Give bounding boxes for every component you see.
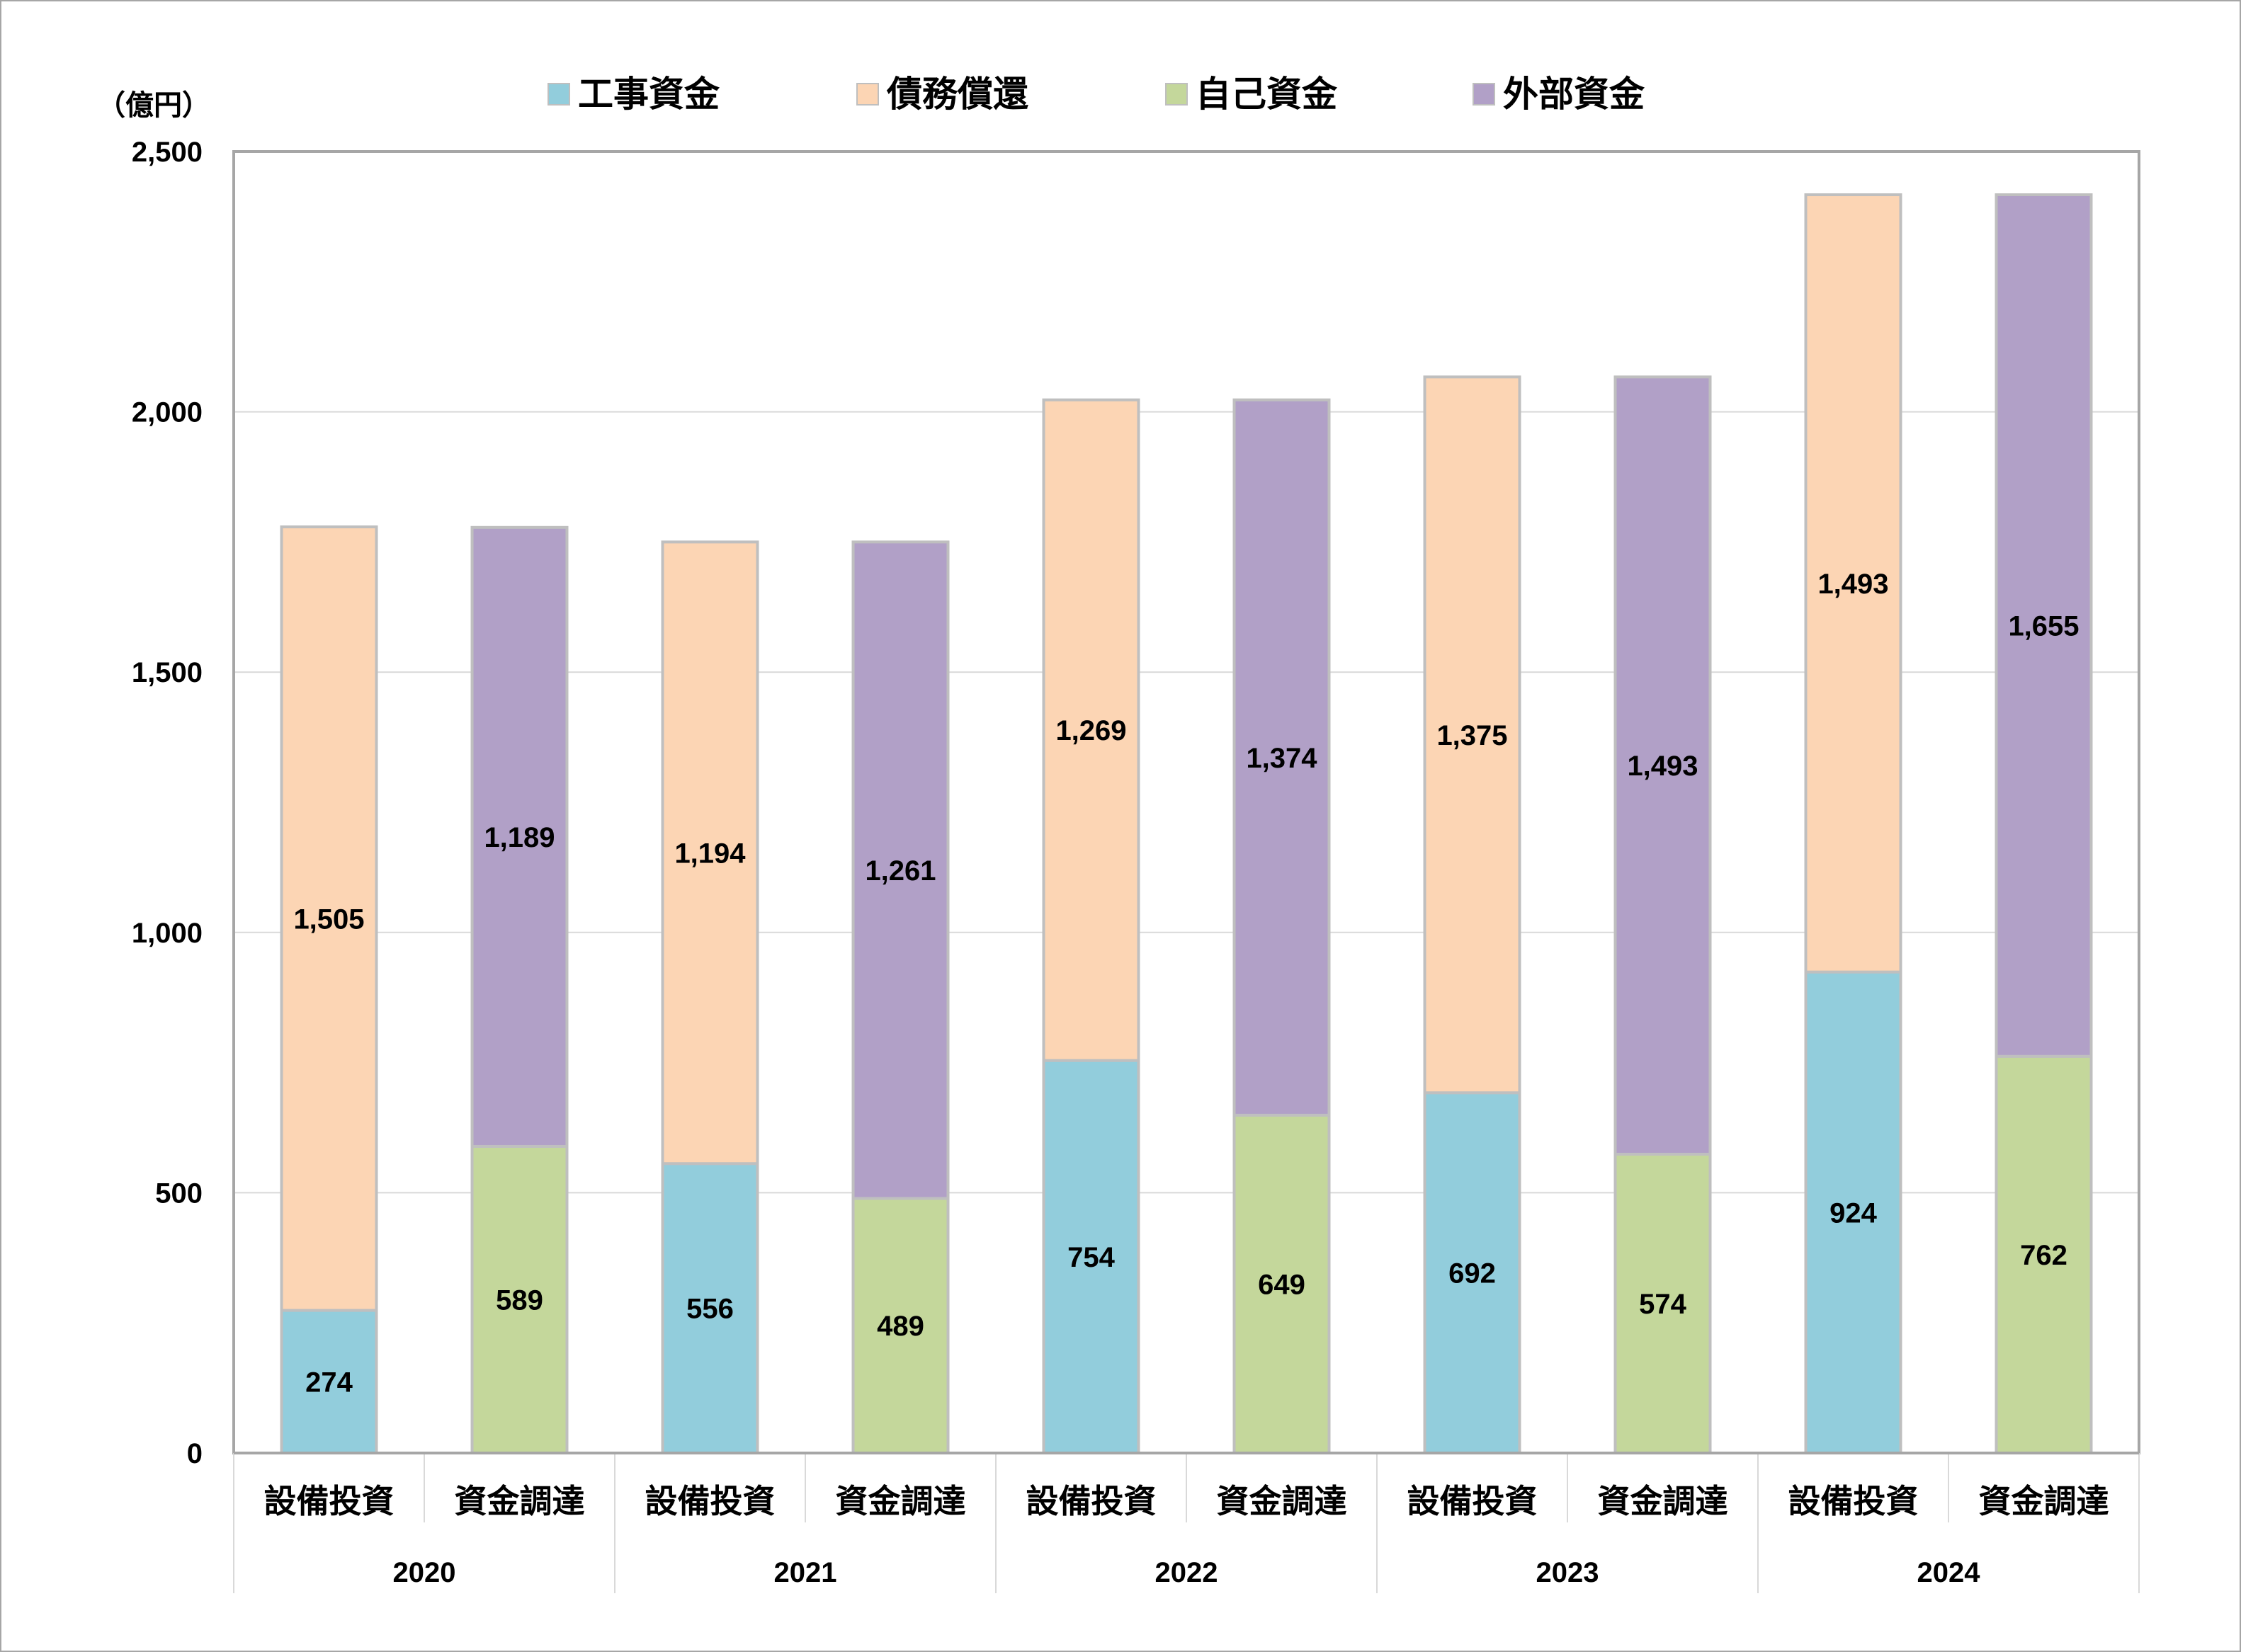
x-group-label: 2024 [1917, 1557, 1981, 1588]
x-group-label: 2023 [1536, 1557, 1599, 1588]
bar-segment [470, 1144, 569, 1454]
y-tick-label: 0 [187, 1438, 203, 1469]
x-category-label: 資金調達 [1598, 1483, 1728, 1520]
x-category-label: 資金調達 [1217, 1483, 1347, 1520]
bars: 274 1,505 589 1,189 556 1,194 489 1,261 754 1,269… [280, 193, 2093, 1455]
x-category-label: 設備投資 [1788, 1483, 1919, 1520]
bar-segment [1232, 398, 1331, 1117]
x-category-label: 設備投資 [645, 1483, 776, 1520]
bar-segment [280, 525, 378, 1312]
bar-segment [661, 540, 759, 1166]
x-category-label: 資金調達 [836, 1483, 966, 1520]
legend-swatch [1165, 83, 1188, 106]
data-label: 274 [305, 1367, 353, 1398]
legend-swatch [1473, 83, 1495, 106]
x-group-label: 2021 [774, 1557, 837, 1588]
data-label: 556 [686, 1294, 734, 1325]
data-label: 1,261 [865, 855, 936, 887]
x-category-label: 設備投資 [1026, 1483, 1157, 1520]
data-label: 1,655 [2008, 610, 2079, 642]
bar-segment [661, 1162, 759, 1454]
data-label: 762 [2020, 1240, 2067, 1271]
bar-segment [1042, 1059, 1140, 1454]
bar-segment [1232, 1113, 1331, 1455]
bar-segment [470, 525, 569, 1148]
data-label: 1,375 [1436, 720, 1507, 751]
bar-segment [1423, 375, 1521, 1095]
bar-segment [851, 1197, 950, 1454]
y-tick-label: 2,000 [132, 397, 203, 428]
legend-label: 外部資金 [1503, 74, 1645, 114]
legend-label: 自己資金 [1196, 74, 1338, 114]
data-label: 924 [1829, 1197, 1877, 1229]
legend-swatch [548, 83, 570, 106]
bar-segment [1423, 1091, 1521, 1454]
data-label: 1,374 [1246, 743, 1317, 774]
data-label: 1,189 [484, 822, 555, 853]
data-label: 649 [1258, 1269, 1305, 1300]
legend: 工事資金 債務償還 自己資金 外部資金 [548, 74, 1645, 114]
data-label: 1,269 [1055, 715, 1126, 746]
data-label: 1,194 [674, 838, 746, 869]
bar-segment [1804, 193, 1902, 974]
x-group-label: 2020 [393, 1557, 456, 1588]
x-category-label: 資金調達 [1979, 1483, 2109, 1520]
data-label: 1,493 [1817, 569, 1888, 600]
bar-segment [1042, 398, 1140, 1062]
legend-label: 工事資金 [578, 74, 720, 114]
data-label: 589 [496, 1284, 543, 1316]
data-label: 754 [1067, 1242, 1115, 1273]
bar-segment [1613, 375, 1712, 1156]
legend-swatch [856, 83, 879, 106]
x-category-label: 設備投資 [1407, 1483, 1538, 1520]
data-label: 1,505 [293, 904, 364, 935]
bar-segment [1995, 193, 2093, 1058]
x-category-label: 設備投資 [264, 1483, 395, 1520]
unit-label: （億円） [97, 90, 210, 121]
x-group-label: 2022 [1155, 1557, 1218, 1588]
data-label: 692 [1448, 1258, 1496, 1289]
y-tick-label: 2,500 [132, 137, 203, 168]
x-category-label: 資金調達 [455, 1483, 585, 1520]
y-tick-label: 1,000 [132, 918, 203, 949]
axes: 0 500 1,000 1,500 2,000 2,500 設備投資 資金調達 設備投資 資金調達… [132, 137, 2140, 1593]
data-label: 489 [877, 1311, 924, 1342]
bar-segment [851, 540, 950, 1200]
bar-segment [280, 1309, 378, 1454]
data-label: 574 [1639, 1289, 1686, 1320]
y-tick-label: 500 [155, 1178, 203, 1209]
data-label: 1,493 [1627, 751, 1698, 782]
y-tick-label: 1,500 [132, 657, 203, 688]
legend-label: 債務償還 [886, 74, 1028, 114]
bar-segment [1804, 970, 1902, 1454]
